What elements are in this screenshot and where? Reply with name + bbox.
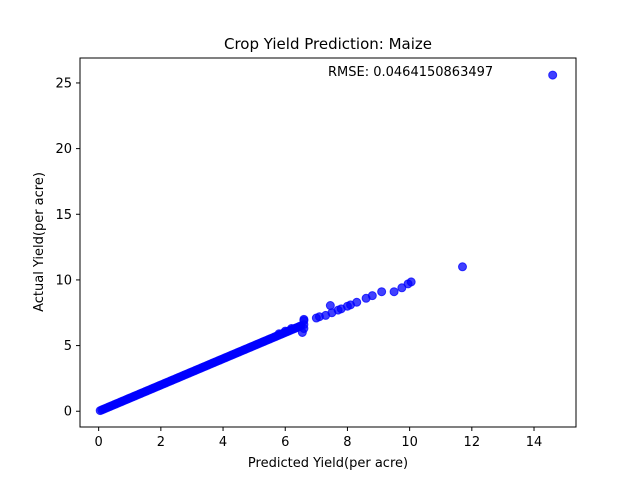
data-point xyxy=(457,262,467,272)
x-tick-label: 14 xyxy=(526,435,543,450)
data-point xyxy=(325,301,335,311)
data-point xyxy=(367,291,377,301)
points-layer xyxy=(95,70,558,416)
data-point xyxy=(352,297,362,307)
y-tick-label: 5 xyxy=(64,339,72,354)
x-axis: 0 2 4 6 8 10 12 14 xyxy=(95,427,543,450)
y-axis: 0 5 10 15 20 25 xyxy=(55,76,80,420)
x-tick-label: 12 xyxy=(464,435,481,450)
chart-title: Crop Yield Prediction: Maize xyxy=(224,35,432,53)
rmse-annotation: RMSE: 0.0464150863497 xyxy=(328,65,493,80)
y-tick-label: 25 xyxy=(55,76,72,91)
data-point xyxy=(397,283,407,293)
x-tick-label: 2 xyxy=(157,435,165,450)
y-axis-label: Actual Yield(per acre) xyxy=(32,172,47,312)
x-tick-label: 4 xyxy=(219,435,227,450)
x-tick-label: 6 xyxy=(281,435,289,450)
data-point xyxy=(274,329,284,339)
data-point xyxy=(389,287,399,297)
x-tick-label: 8 xyxy=(343,435,351,450)
y-tick-label: 15 xyxy=(55,208,72,223)
data-point xyxy=(406,277,416,287)
x-tick-label: 0 xyxy=(95,435,103,450)
y-tick-label: 0 xyxy=(64,405,72,420)
y-tick-label: 20 xyxy=(55,142,72,157)
data-point xyxy=(299,314,309,324)
y-tick-label: 10 xyxy=(55,273,72,288)
plot-frame xyxy=(79,57,577,428)
data-point xyxy=(548,70,558,80)
x-axis-label: Predicted Yield(per acre) xyxy=(248,456,408,471)
data-point xyxy=(377,287,387,297)
x-tick-label: 10 xyxy=(401,435,418,450)
